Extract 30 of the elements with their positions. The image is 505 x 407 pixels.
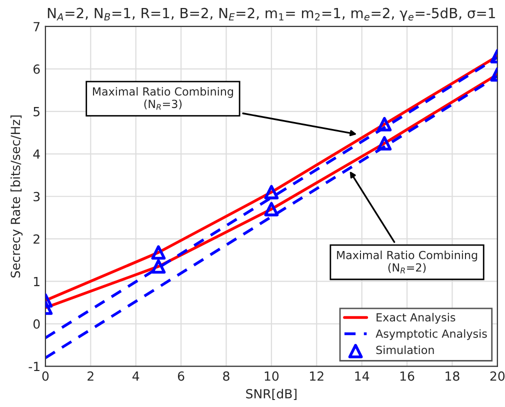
y-tick-label: 2	[34, 234, 40, 244]
y-tick-label: 7	[34, 22, 40, 32]
x-tick-label: 10	[264, 371, 279, 381]
point	[264, 184, 279, 200]
legend-label: Simulation	[376, 346, 434, 354]
y-axis-title: Secrecy Rate [bits/sec/Hz]	[10, 115, 23, 278]
legend-label: Exact Analysis	[376, 312, 456, 324]
y-tick-label: 0	[33, 319, 40, 329]
x-tick-label: 18	[446, 371, 460, 381]
y-tick-label: -1	[28, 362, 40, 372]
x-tick-label: 6	[178, 371, 184, 381]
x-tick-label: 12	[310, 371, 324, 381]
y-tick-label: 1	[34, 276, 40, 286]
x-tick-label: 4	[132, 372, 140, 381]
y-tick-label: 5	[34, 107, 40, 116]
annotation: Maximal Ratio Combining (N$_{R}$=3)	[93, 87, 234, 110]
x-tick-label: 20	[490, 371, 505, 381]
y-tick-label: 6	[34, 64, 40, 74]
x-tick-label: 0	[42, 371, 49, 381]
x-tick-label: 2	[88, 371, 94, 381]
chart-title: N$_{A}$=2, N$_{B}$=1, R=1, B=2, N$_{E}$=2, m$_{1}$= m$_{2}$=1, m$_{e}$=2, γ$_{e}$=-5dB, σ=1	[48, 8, 495, 22]
x-tick-label: 8	[223, 371, 230, 381]
x-tick-label: 14	[355, 372, 370, 381]
x-axis-title: SNR[dB]	[246, 388, 296, 400]
point	[264, 202, 279, 216]
x-tick-label: 16	[400, 371, 414, 381]
annotation: Maximal Ratio Combining (N$_{R}$=2)	[337, 250, 478, 274]
legend-label: Asymptotic Analysis	[376, 329, 487, 340]
y-tick-label: 4	[33, 150, 40, 159]
y-tick-label: 3	[34, 192, 40, 202]
